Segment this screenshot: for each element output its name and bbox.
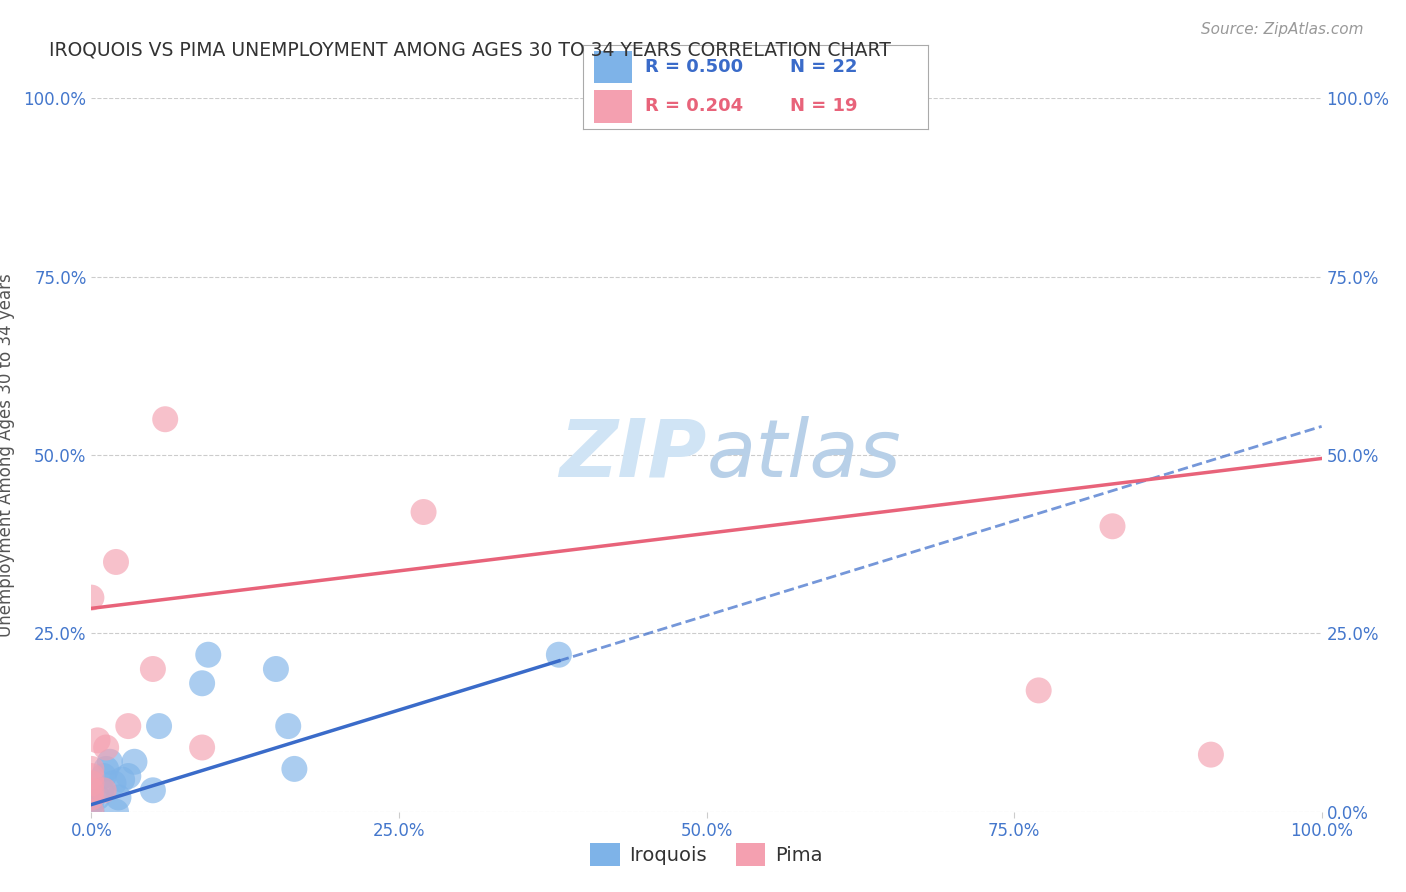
Point [124, 755, 146, 769]
Point [1028, 683, 1050, 698]
Point [547, 648, 569, 662]
Point [412, 505, 434, 519]
Point [80, 805, 103, 819]
Point [80, 591, 103, 605]
Point [80, 805, 103, 819]
Text: ZIP: ZIP [560, 416, 706, 494]
Legend: Iroquois, Pima: Iroquois, Pima [582, 835, 831, 873]
Point [191, 740, 214, 755]
Point [142, 662, 165, 676]
FancyBboxPatch shape [593, 90, 631, 122]
Text: R = 0.204: R = 0.204 [645, 97, 744, 115]
Point [105, 805, 127, 819]
Point [153, 412, 177, 426]
Text: IROQUOIS VS PIMA UNEMPLOYMENT AMONG AGES 30 TO 34 YEARS CORRELATION CHART: IROQUOIS VS PIMA UNEMPLOYMENT AMONG AGES… [49, 40, 891, 59]
Text: Source: ZipAtlas.com: Source: ZipAtlas.com [1201, 22, 1364, 37]
Point [80, 790, 103, 805]
Point [93, 783, 115, 797]
Point [191, 676, 214, 690]
Point [80, 797, 103, 812]
Point [277, 719, 299, 733]
Text: N = 22: N = 22 [790, 58, 858, 76]
Point [86, 790, 108, 805]
Point [111, 772, 134, 787]
Point [93, 769, 115, 783]
Point [98, 755, 121, 769]
Point [105, 555, 127, 569]
Y-axis label: Unemployment Among Ages 30 to 34 years: Unemployment Among Ages 30 to 34 years [0, 273, 15, 637]
Point [197, 648, 219, 662]
Point [117, 719, 139, 733]
FancyBboxPatch shape [593, 51, 631, 83]
Point [117, 769, 139, 783]
Point [1199, 747, 1222, 762]
Text: atlas: atlas [706, 416, 901, 494]
Point [80, 776, 103, 790]
Text: N = 19: N = 19 [790, 97, 858, 115]
Point [90, 783, 112, 797]
Point [80, 783, 103, 797]
Point [1101, 519, 1123, 533]
Point [96, 740, 117, 755]
Point [80, 790, 103, 805]
Point [96, 762, 117, 776]
Text: R = 0.500: R = 0.500 [645, 58, 744, 76]
Point [283, 762, 305, 776]
Point [264, 662, 287, 676]
Point [142, 783, 165, 797]
Point [86, 733, 108, 747]
Point [107, 790, 129, 805]
Point [80, 769, 103, 783]
Point [103, 776, 125, 790]
Point [80, 762, 103, 776]
Point [148, 719, 170, 733]
